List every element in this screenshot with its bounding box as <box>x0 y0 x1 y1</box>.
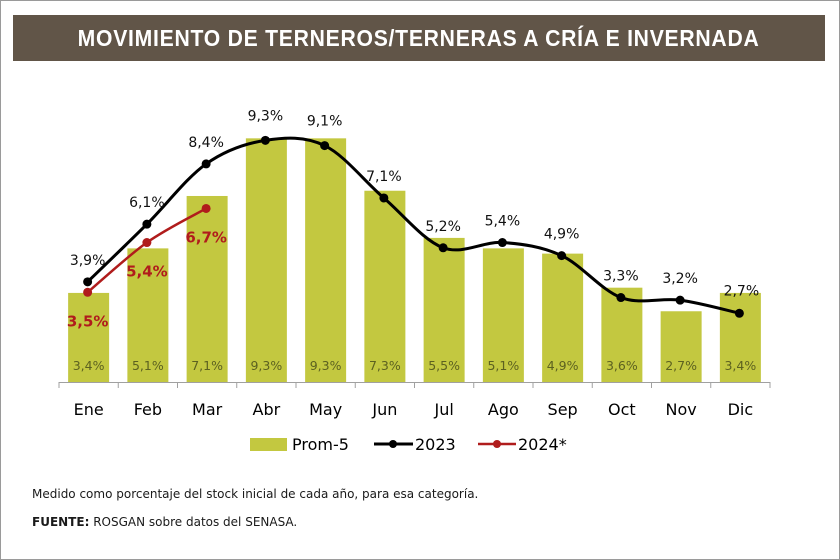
x-tick-label: May <box>309 400 342 419</box>
bar-prom5 <box>127 248 169 382</box>
x-tick-label: Jun <box>371 400 397 419</box>
legend-marker-2023 <box>389 440 397 448</box>
x-tick-label: Feb <box>134 400 162 419</box>
chart: 3,4% 5,1% 7,1% 9,3% 9,3% 7,3% 5,5% 5,1% 4,9% 3,6%… <box>58 108 771 454</box>
chart-title: MOVIMIENTO DE TERNEROS/TERNERAS A CRÍA E… <box>78 24 760 51</box>
bar-prom5 <box>542 253 584 382</box>
bar-label: 3,4% <box>73 358 105 373</box>
bar-prom5 <box>601 287 643 382</box>
legend-label-2024: 2024* <box>518 435 567 454</box>
bar-label: 5,5% <box>428 358 460 373</box>
point-2023 <box>379 193 389 203</box>
label-2024: 3,5% <box>67 312 109 330</box>
bar-prom5 <box>186 195 228 382</box>
bar-prom5 <box>719 292 761 382</box>
point-2023 <box>320 141 330 151</box>
legend-swatch-prom5 <box>250 438 287 451</box>
x-tick-label: Oct <box>608 400 636 419</box>
point-2023 <box>260 135 270 145</box>
bar-label: 3,4% <box>724 358 756 373</box>
x-tick-label: Jul <box>433 400 453 419</box>
bar-prom5 <box>305 138 347 382</box>
source-note: FUENTE: ROSGAN sobre datos del SENASA. <box>32 515 297 529</box>
label-2023: 9,3% <box>248 108 284 124</box>
bar-label: 5,1% <box>487 358 519 373</box>
title-bar: MOVIMIENTO DE TERNEROS/TERNERAS A CRÍA E… <box>13 15 825 61</box>
label-2023: 5,4% <box>485 214 521 230</box>
x-tick-label: Ago <box>488 400 519 419</box>
label-2023: 7,1% <box>366 169 402 185</box>
bar-label: 7,3% <box>369 358 401 373</box>
point-2024 <box>142 238 152 248</box>
label-2023: 8,4% <box>188 135 224 151</box>
source-label: FUENTE: <box>32 515 90 529</box>
point-2023 <box>497 238 507 248</box>
point-2023 <box>142 219 152 229</box>
legend-marker-2024 <box>493 440 501 448</box>
point-2024 <box>201 203 211 213</box>
bar-label: 7,1% <box>191 358 223 373</box>
bar-prom5 <box>423 237 465 382</box>
point-2023 <box>438 243 448 253</box>
footnote: Medido como porcentaje del stock inicial… <box>32 487 479 501</box>
label-2023: 3,9% <box>70 253 106 269</box>
label-2023: 2,7% <box>724 283 760 299</box>
legend-label-2023: 2023 <box>415 435 456 454</box>
bar-label: 9,3% <box>250 358 282 373</box>
bar-label: 4,9% <box>547 358 579 373</box>
label-2024: 5,4% <box>126 263 168 281</box>
x-tick-label: Abr <box>253 400 281 419</box>
line-2023 <box>86 136 740 315</box>
label-2023: 3,2% <box>662 271 698 287</box>
bar-prom5 <box>660 311 702 382</box>
x-tick-label: Sep <box>548 400 578 419</box>
bar-label: 9,3% <box>310 358 342 373</box>
point-2023 <box>557 251 567 261</box>
label-2023: 5,2% <box>425 219 461 235</box>
point-2023 <box>616 293 626 303</box>
point-2023 <box>734 308 744 318</box>
bar-prom5 <box>364 190 406 382</box>
x-tick-label: Nov <box>666 400 697 419</box>
bar-label: 3,6% <box>606 358 638 373</box>
bar-prom5 <box>482 248 524 382</box>
label-2023: 6,1% <box>129 195 165 211</box>
source-text: ROSGAN sobre datos del SENASA. <box>89 515 298 529</box>
x-tick-label: Dic <box>728 400 754 419</box>
bar-label: 5,1% <box>132 358 164 373</box>
point-2023 <box>83 277 93 287</box>
label-2023: 9,1% <box>307 114 343 130</box>
point-2024 <box>83 287 93 297</box>
x-tick-label: Mar <box>192 400 223 419</box>
label-2023: 4,9% <box>544 227 580 243</box>
bar-prom5 <box>68 292 110 382</box>
point-2023 <box>201 159 211 169</box>
bar-prom5 <box>245 138 287 382</box>
label-2023: 3,3% <box>603 269 639 285</box>
bar-label: 2,7% <box>665 358 697 373</box>
legend-label-prom5: Prom-5 <box>292 435 349 454</box>
x-tick-label: Ene <box>74 400 104 419</box>
point-2023 <box>675 295 685 305</box>
label-2024: 6,7% <box>185 228 227 246</box>
